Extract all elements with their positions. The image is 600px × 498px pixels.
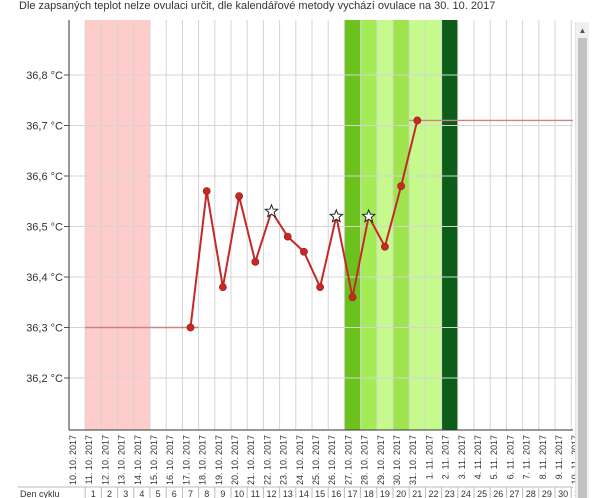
date-label: 14. 10. 2017 <box>133 435 143 485</box>
cycle-day-label: 13 <box>283 489 293 498</box>
date-label: 4. 11. 2017 <box>473 435 483 479</box>
cycle-day-label: 7 <box>188 489 193 498</box>
date-label: 25. 10. 2017 <box>311 435 321 485</box>
cycle-day-label: 18 <box>364 489 374 498</box>
scroll-up-arrow-icon[interactable]: ▲ <box>578 26 587 35</box>
cycle-day-label: 5 <box>156 489 161 498</box>
temperature-point <box>380 242 389 251</box>
cycle-day-label: 26 <box>493 489 503 498</box>
cycle-day-label: 9 <box>220 489 225 498</box>
cycle-day-label: 4 <box>139 489 144 498</box>
cycle-day-label: 10 <box>234 489 244 498</box>
cycle-day-label: 30 <box>558 489 568 498</box>
cycle-day-label: 20 <box>396 489 406 498</box>
date-label: 28. 10. 2017 <box>360 435 370 485</box>
cycle-day-label: 22 <box>428 489 438 498</box>
date-label: 15. 10. 2017 <box>149 435 159 485</box>
date-label: 2. 11. 2017 <box>441 435 451 479</box>
cycle-day-label: 11 <box>251 489 260 498</box>
y-tick-label: 36,7 °C <box>26 121 63 133</box>
date-label: 12. 10. 2017 <box>100 435 110 485</box>
date-label: 8. 11. 2017 <box>538 435 548 479</box>
date-label: 1. 11. 2017 <box>424 435 434 479</box>
cycle-row-label: Den cyklu <box>20 489 60 498</box>
cycle-day-label: 2 <box>107 489 112 498</box>
cycle-day-label: 15 <box>315 489 325 498</box>
date-label: 21. 10. 2017 <box>246 435 256 485</box>
date-label: 11. 10. 2017 <box>84 435 94 484</box>
temperature-point <box>202 187 211 196</box>
chart-bands <box>85 20 458 430</box>
star-point <box>328 208 344 223</box>
cycle-day-label: 27 <box>509 489 519 498</box>
temperature-point <box>397 182 405 190</box>
star-point <box>264 203 279 218</box>
date-label: 23. 10. 2017 <box>279 435 289 485</box>
date-label: 30. 10. 2017 <box>392 435 402 485</box>
cycle-day-label: 21 <box>412 489 422 498</box>
temperature-point <box>413 116 422 125</box>
date-label: 17. 10. 2017 <box>181 435 191 485</box>
date-label: 27. 10. 2017 <box>343 435 353 485</box>
date-label: 3. 11. 2017 <box>457 435 467 479</box>
date-label: 16. 10. 2017 <box>165 435 175 485</box>
temperature-point <box>348 293 357 302</box>
date-label: 7. 11. 2017 <box>522 435 532 479</box>
date-label: 13. 10. 2017 <box>117 435 127 485</box>
date-label: 20. 10. 2017 <box>230 435 240 485</box>
star-point <box>361 208 377 223</box>
cycle-day-label: 14 <box>299 489 309 498</box>
date-label: 19. 10. 2017 <box>214 435 224 485</box>
date-label: 31. 10. 2017 <box>408 435 418 485</box>
cycle-day-label: 3 <box>123 489 128 498</box>
y-tick-label: 36,2 °C <box>26 373 63 385</box>
chart-date-axis: 10. 10. 2017 11. 10. 2017 12. 10. 2017 13. … <box>18 435 584 498</box>
band-6 <box>441 20 458 430</box>
cycle-day-label: 25 <box>477 489 487 498</box>
date-label: 9. 11. 2017 <box>554 435 564 479</box>
band-1 <box>344 20 361 430</box>
date-label: 6. 11. 2017 <box>505 435 515 479</box>
y-tick-label: 36,8 °C <box>26 70 63 82</box>
date-label: 18. 10. 2017 <box>198 435 208 485</box>
temperature-point <box>299 247 308 256</box>
cycle-day-label: 8 <box>204 489 209 498</box>
cycle-day-label: 16 <box>331 489 341 498</box>
chart-markers <box>186 116 422 332</box>
cycle-day-label: 23 <box>445 489 455 498</box>
date-label: 26. 10. 2017 <box>327 435 337 485</box>
cycle-day-label: 28 <box>526 489 536 498</box>
y-tick-label: 36,3 °C <box>26 323 63 335</box>
vertical-scrollbar[interactable]: ▲ <box>575 22 589 498</box>
date-label: 29. 10. 2017 <box>376 435 386 485</box>
date-label: 10. 10. 2017 <box>68 435 78 485</box>
cycle-day-label: 29 <box>542 489 552 498</box>
temperature-point <box>218 283 227 291</box>
temperature-point <box>316 283 324 291</box>
temperature-point <box>186 323 195 332</box>
temperature-point <box>235 192 243 201</box>
cycle-day-label: 24 <box>461 489 471 498</box>
cycle-day-label: 1 <box>91 489 96 498</box>
temperature-point <box>251 257 260 266</box>
y-tick-label: 36,6 °C <box>26 171 63 183</box>
chart-reference-lines <box>85 119 573 329</box>
cycle-day-label: 17 <box>347 489 357 498</box>
temperature-point <box>283 232 292 241</box>
date-label: 22. 10. 2017 <box>262 435 272 485</box>
y-tick-label: 36,5 °C <box>26 222 63 234</box>
y-tick-label: 36,4 °C <box>26 272 63 284</box>
cycle-day-label: 6 <box>172 489 177 498</box>
scrollbar-thumb[interactable] <box>578 38 587 498</box>
chart-axes: 36,2 °C 36,3 °C 36,4 °C 36,5 °C 36,6 °C 36,7 … <box>26 20 573 431</box>
band-4 <box>393 20 410 430</box>
ovulation-note: Dle zapsaných teplot nelze ovulaci určit… <box>19 0 496 12</box>
cycle-day-label: 19 <box>380 489 390 498</box>
cycle-day-label: 12 <box>266 489 276 498</box>
date-label: 24. 10. 2017 <box>295 435 305 485</box>
date-label: 5. 11. 2017 <box>489 435 499 479</box>
